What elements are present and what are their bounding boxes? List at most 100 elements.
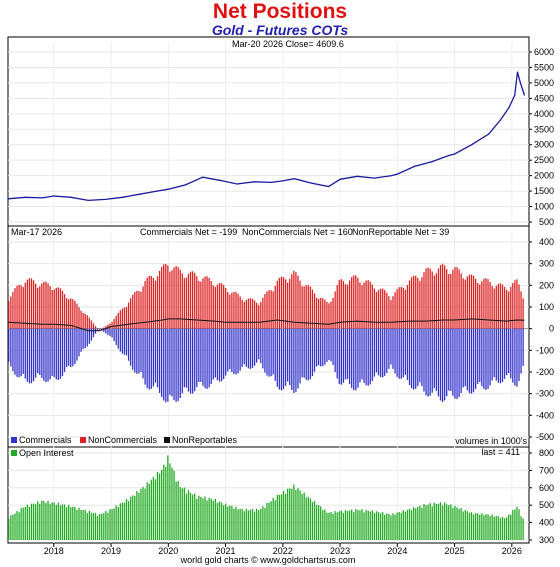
noncommercials-bar (348, 280, 351, 329)
oi-panel-frame (7, 446, 530, 544)
commercials-bar (51, 328, 53, 376)
noncommercials-bar (150, 276, 152, 329)
oi-ytick-label: 500 (539, 500, 554, 510)
open-interest-bar (443, 502, 446, 540)
commercials-bar (274, 328, 276, 381)
noncommercials-bar (295, 272, 297, 329)
open-interest-bar (421, 507, 423, 540)
open-interest-bar (8, 518, 10, 540)
noncommercials-bar (115, 315, 117, 329)
commercials-bar (408, 328, 411, 386)
open-interest-bar (208, 497, 210, 540)
commercials-bar (65, 328, 68, 368)
commercials-bar (96, 328, 99, 331)
noncommercials-bar (251, 298, 254, 329)
open-interest-bar (169, 463, 171, 540)
open-interest-bar (295, 490, 297, 540)
commercials-bar (146, 328, 148, 389)
noncommercials-bar (311, 289, 314, 329)
price-ytick-label: 2500 (534, 155, 554, 165)
commercials-bar (256, 328, 258, 363)
open-interest-bar (245, 508, 247, 540)
open-interest-bar (353, 512, 355, 540)
price-point (236, 183, 238, 185)
open-interest-bar (417, 506, 419, 540)
open-interest-bar (419, 505, 421, 540)
noncommercials-bar (247, 298, 250, 329)
noncommercials-bar (417, 277, 419, 329)
open-interest-bar (400, 512, 402, 540)
noncommercials-bar (425, 268, 427, 329)
commercials-bar (154, 328, 157, 383)
commercials-bar (282, 328, 285, 389)
noncommercials-bar (63, 294, 66, 329)
noncommercials-bar (158, 270, 161, 329)
noncommercials-bar (189, 271, 192, 329)
noncommercials-bar (446, 269, 448, 329)
oi-last-label: last = 411 (481, 447, 520, 457)
open-interest-bar (398, 512, 400, 540)
commercials-bar (191, 328, 194, 394)
commercials-bar (45, 328, 47, 383)
open-interest-bar (489, 516, 491, 540)
commercials-bar (258, 328, 260, 360)
noncommercials-bar (427, 267, 429, 329)
commercials-bar (12, 328, 14, 372)
price-point (293, 178, 295, 180)
commercials-bar (63, 328, 66, 372)
noncommercials-bar (483, 278, 485, 329)
open-interest-bar (373, 512, 376, 540)
commercials-bar (338, 328, 340, 384)
commercials-bar (132, 328, 134, 370)
open-interest-bar (53, 502, 55, 540)
commercials-bar (163, 328, 165, 401)
commercials-bar (140, 328, 142, 373)
noncommercials-bar (278, 277, 281, 329)
open-interest-bar (284, 493, 287, 540)
commercials-bar (305, 328, 307, 380)
noncommercials-bar (394, 292, 396, 329)
open-interest-bar (313, 500, 316, 540)
noncommercials-bar (107, 324, 109, 329)
open-interest-bar (154, 479, 157, 540)
commercials-bar (82, 328, 84, 350)
open-interest-bar (462, 511, 464, 540)
legend-label-commercials: Commercials (19, 435, 72, 445)
commercials-bar (448, 328, 450, 391)
commercials-bar (16, 328, 18, 377)
open-interest-bar (474, 513, 477, 540)
open-interest-bar (282, 490, 285, 540)
commercials-bar (375, 328, 378, 373)
noncommercials-bar (94, 326, 97, 329)
noncommercials-bar (443, 265, 446, 329)
noncommercials-bar (214, 286, 217, 329)
noncommercials-bar (117, 312, 119, 329)
price-ytick-label: 3000 (534, 140, 554, 150)
noncommercials-bar (229, 294, 231, 329)
open-interest-bar (59, 505, 62, 540)
commercials-bar (355, 328, 357, 391)
open-interest-bar (307, 496, 309, 540)
noncommercials-bar (167, 265, 169, 329)
commercials-bar (516, 328, 518, 387)
open-interest-bar (51, 502, 53, 540)
noncommercials-bar (421, 277, 423, 329)
open-interest-bar (47, 500, 49, 540)
xtick-label: 2026 (502, 546, 522, 556)
open-interest-bar (351, 509, 353, 540)
open-interest-bar (34, 504, 37, 540)
open-interest-bar (427, 504, 429, 540)
commercials-bar (450, 328, 452, 392)
commercials-bar (503, 328, 506, 379)
commercials-bar (425, 328, 427, 396)
open-interest-bar (433, 502, 435, 540)
open-interest-bar (346, 511, 349, 540)
commercials-bar (468, 328, 471, 394)
commercials-bar (456, 328, 458, 400)
noncommercials-bar (402, 287, 404, 329)
noncommercials-bar (371, 284, 373, 329)
units-note: volumes in 1000's (455, 436, 527, 446)
noncommercials-bar (450, 273, 452, 329)
commercials-bar (251, 328, 254, 368)
noncommercials-bar (373, 288, 376, 329)
